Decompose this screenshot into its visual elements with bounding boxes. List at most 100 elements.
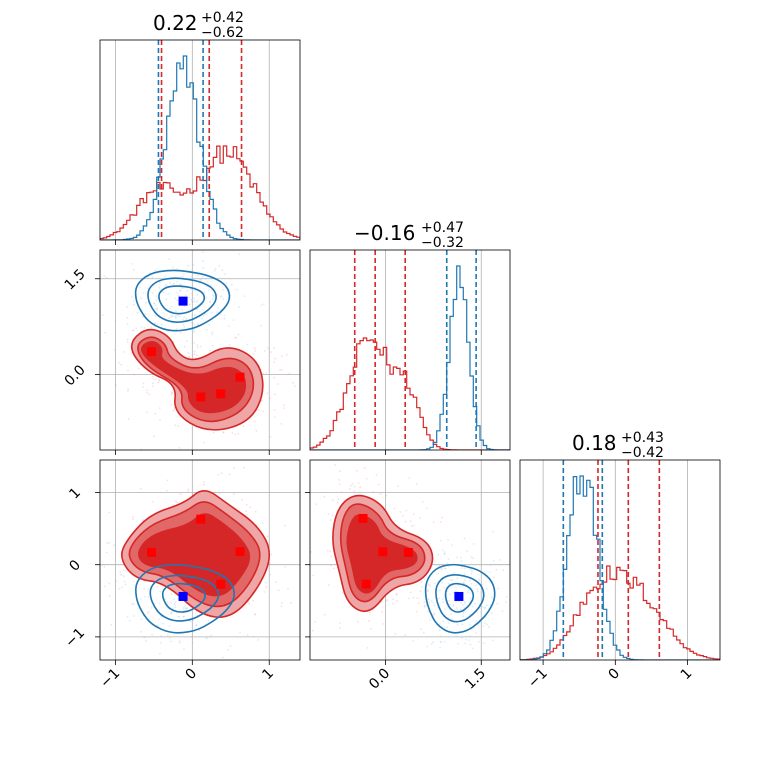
sample-point (451, 544, 453, 547)
sample-point (236, 288, 238, 291)
sample-point (192, 330, 195, 333)
sample-point (158, 407, 161, 409)
sample-point (155, 378, 157, 381)
sample-point (193, 297, 196, 300)
sample-point (132, 615, 135, 617)
sample-point (142, 386, 144, 388)
sample-point (187, 488, 190, 491)
sample-point (489, 564, 492, 567)
sample-point (468, 624, 471, 627)
sample-point (439, 623, 441, 625)
sample-point (460, 556, 462, 559)
svg-text:−0.32: −0.32 (421, 235, 464, 251)
sample-point (490, 612, 493, 615)
contour-panel-param-1-vs-2 (309, 459, 511, 661)
sample-point (245, 514, 248, 516)
sample-point (170, 393, 173, 396)
sample-point (437, 553, 440, 556)
red-marker (216, 579, 226, 589)
sample-point (191, 301, 194, 304)
sample-point (468, 589, 470, 592)
sample-point (127, 388, 129, 390)
sample-point (419, 517, 422, 519)
sample-point (449, 578, 451, 581)
sample-point (474, 632, 477, 634)
sample-point (238, 306, 240, 309)
blue-contour-level-1 (134, 269, 231, 332)
sample-point (356, 469, 358, 472)
histogram-panel-param-2 (519, 459, 721, 661)
sample-point (154, 315, 157, 317)
sample-point (132, 268, 135, 271)
sample-point (222, 431, 225, 434)
sample-point (273, 416, 276, 418)
sample-point (196, 346, 199, 349)
sample-point (177, 464, 179, 466)
sample-point (464, 600, 466, 603)
sample-point (462, 582, 465, 585)
sample-point (176, 299, 179, 302)
sample-point (202, 308, 204, 311)
sample-point (364, 467, 366, 469)
x-tick-label: 1 (259, 666, 277, 684)
sample-point (199, 345, 202, 348)
sample-point (469, 643, 472, 646)
sample-point (429, 584, 431, 587)
sample-point (210, 634, 213, 637)
sample-point (462, 612, 465, 615)
sample-point (108, 582, 111, 585)
sample-point (155, 295, 158, 297)
sample-point (421, 501, 424, 503)
sample-point (135, 327, 138, 330)
sample-point (464, 579, 466, 582)
blue-marker (454, 591, 464, 601)
sample-point (323, 495, 326, 498)
sample-point (120, 363, 122, 366)
sample-point (127, 369, 129, 372)
sample-point (178, 315, 181, 318)
grid (542, 460, 688, 660)
sample-point (447, 558, 450, 560)
sample-point (253, 613, 256, 616)
sample-point (489, 604, 492, 607)
sample-point (209, 300, 211, 303)
sample-point (461, 623, 464, 625)
sample-point (497, 587, 500, 590)
sample-point (427, 583, 430, 586)
sample-point (470, 556, 473, 559)
sample-point (174, 316, 177, 318)
sample-point (428, 601, 431, 604)
title-param-1: −0.16 +0.47 −0.32 (354, 220, 464, 251)
sample-point (165, 298, 168, 300)
sample-point (213, 269, 216, 272)
sample-point (123, 580, 126, 583)
sample-point (140, 487, 142, 490)
sample-point (433, 613, 436, 615)
sample-point (170, 640, 173, 643)
x-tick-label: 1 (678, 666, 696, 684)
sample-point (182, 272, 185, 275)
sample-point (203, 441, 206, 444)
sample-point (192, 619, 194, 622)
sample-point (159, 652, 161, 655)
sample-point (449, 603, 451, 606)
sample-point (169, 307, 172, 310)
sample-point (196, 308, 199, 311)
sample-point (273, 393, 276, 396)
sample-point (199, 311, 201, 313)
sample-point (472, 605, 474, 608)
sample-point (462, 582, 465, 585)
sample-point (404, 520, 407, 523)
sample-point (288, 372, 291, 375)
sample-point (265, 585, 267, 588)
sample-point (369, 627, 372, 630)
sample-point (462, 582, 464, 584)
sample-point (254, 510, 257, 513)
sample-point (447, 582, 450, 585)
sample-point (455, 601, 457, 603)
sample-point (122, 575, 125, 578)
sample-point (212, 294, 215, 297)
sample-point (188, 303, 191, 306)
histograms (520, 460, 720, 660)
sample-point (171, 391, 174, 394)
